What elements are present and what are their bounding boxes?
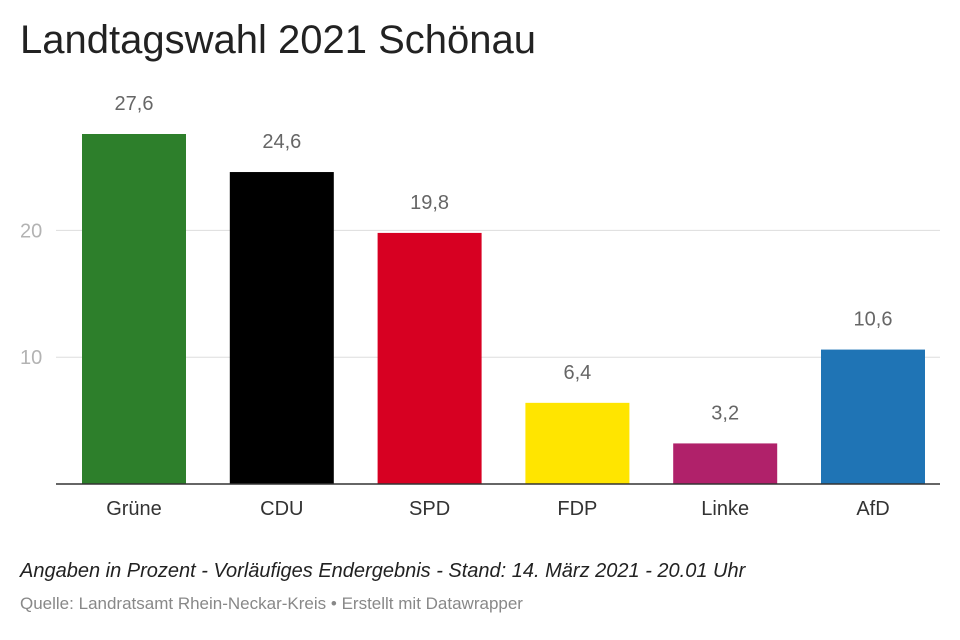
bar-fdp [525,402,630,484]
value-label: 27,6 [115,93,154,115]
bar-cdu [229,172,334,485]
bar-spd [377,232,482,484]
category-label: CDU [260,498,303,520]
bar-afd [821,349,925,484]
grid-layer [56,229,940,358]
value-label: 3,2 [711,402,739,424]
category-label: FDP [557,498,597,520]
bar-linke [673,443,778,484]
category-label: Linke [701,498,749,520]
value-label: 19,8 [410,192,449,214]
category-label: AfD [856,498,889,520]
chart-source: Quelle: Landratsamt Rhein-Neckar-Kreis •… [20,594,523,614]
value-label: 24,6 [262,131,301,153]
y-tick-label: 10 [20,347,42,369]
labels-layer: 10 20 27,6 Grüne 24,6 CDU 19,8 SPD 6,4 FDP 3,2 Link… [20,93,892,520]
value-label: 6,4 [563,362,591,384]
source-label: Quelle: [20,594,74,613]
category-label: Grüne [106,498,162,520]
source-separator: • [330,594,337,613]
chart-note: Angaben in Prozent - Vorläufiges Enderge… [20,560,746,582]
value-label: 10,6 [854,309,893,331]
bar-gr-ne [82,134,186,484]
y-tick-label: 20 [20,220,42,242]
bars-layer [82,134,925,485]
credit-text: Erstellt mit Datawrapper [341,594,523,613]
source-name: Landratsamt Rhein-Neckar-Kreis [78,594,327,613]
category-label: SPD [409,498,450,520]
chart-title: Landtagswahl 2021 Schönau [20,18,536,62]
